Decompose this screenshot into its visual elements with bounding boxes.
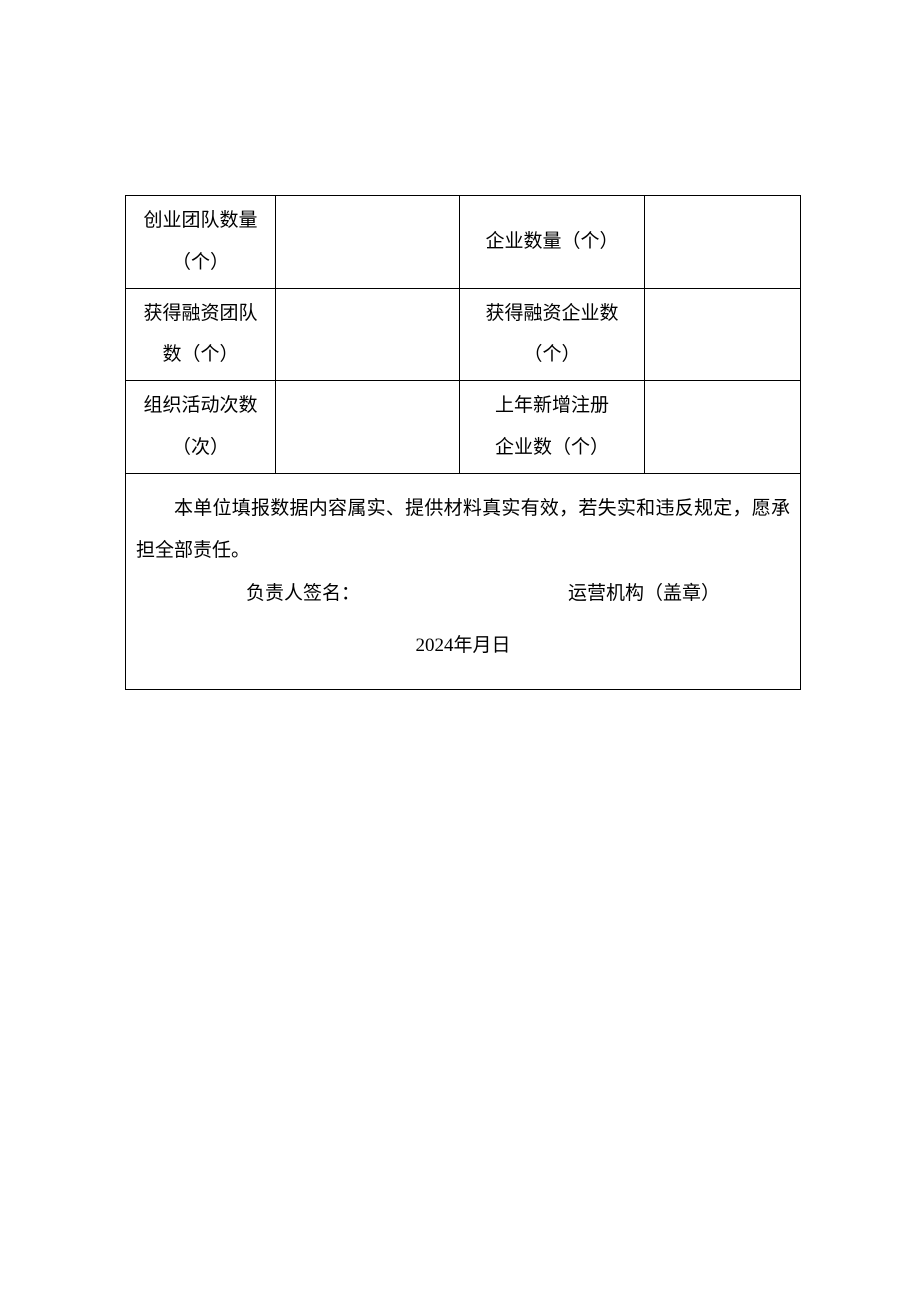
signature-line: 负责人签名： 运营机构（盖章） [136, 573, 790, 615]
label-activity-count: 组织活动次数 （次） [126, 381, 276, 474]
value-team-count[interactable] [276, 196, 460, 289]
label-financed-teams: 获得融资团队 数（个） [126, 288, 276, 381]
value-new-registered[interactable] [645, 381, 801, 474]
value-activity-count[interactable] [276, 381, 460, 474]
declaration-row: 本单位填报数据内容属实、提供材料真实有效，若失实和违反规定，愿承担全部责任。 负… [126, 473, 801, 689]
table-row: 获得融资团队 数（个） 获得融资企业数 （个） [126, 288, 801, 381]
label-new-registered: 上年新增注册 企业数（个） [460, 381, 645, 474]
stamp-label: 运营机构（盖章） [568, 573, 720, 615]
declaration-text: 本单位填报数据内容属实、提供材料真实有效，若失实和违反规定，愿承担全部责任。 [136, 488, 790, 572]
label-financed-enterprises: 获得融资企业数 （个） [460, 288, 645, 381]
table-row: 创业团队数量 （个） 企业数量（个） [126, 196, 801, 289]
date-line: 2024年月日 [136, 625, 790, 667]
label-team-count: 创业团队数量 （个） [126, 196, 276, 289]
declaration-cell: 本单位填报数据内容属实、提供材料真实有效，若失实和违反规定，愿承担全部责任。 负… [126, 473, 801, 689]
value-financed-teams[interactable] [276, 288, 460, 381]
signature-label: 负责人签名： [246, 573, 360, 615]
value-enterprise-count[interactable] [645, 196, 801, 289]
value-financed-enterprises[interactable] [645, 288, 801, 381]
form-table: 创业团队数量 （个） 企业数量（个） 获得融资团队 数（个） 获得融资企业数 （… [125, 195, 801, 690]
table-row: 组织活动次数 （次） 上年新增注册 企业数（个） [126, 381, 801, 474]
label-enterprise-count: 企业数量（个） [460, 196, 645, 289]
